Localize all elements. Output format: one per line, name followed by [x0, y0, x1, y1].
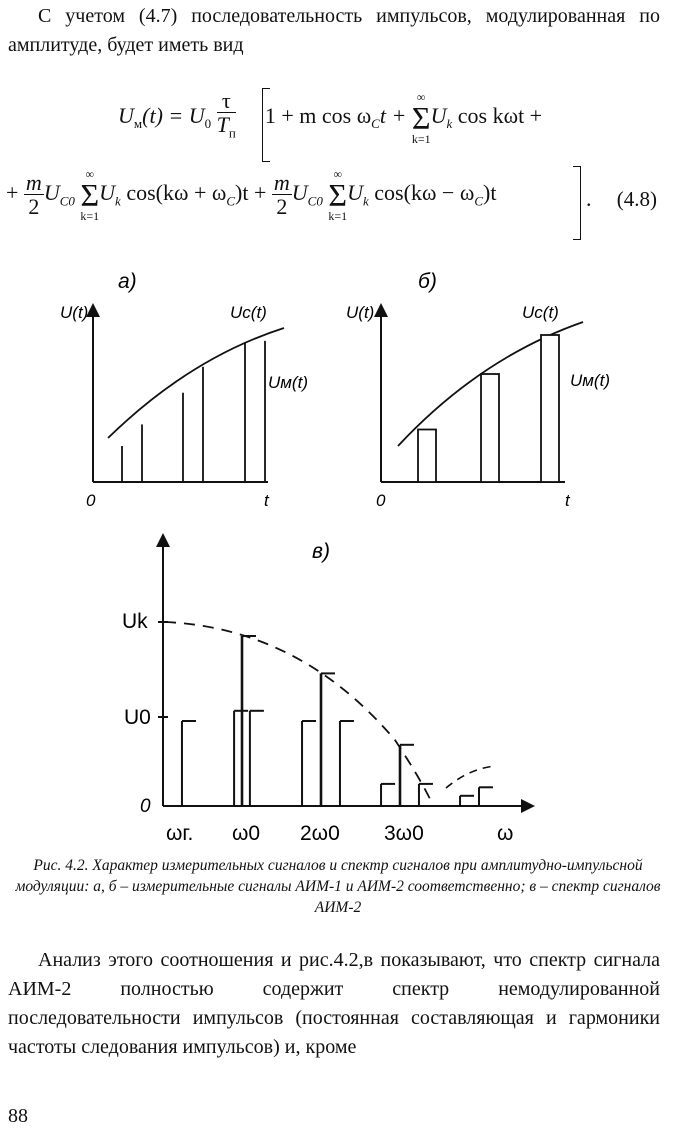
panel-a-label: а): [118, 270, 137, 293]
tau-over-tp-fraction: τ Tп: [216, 88, 236, 141]
panel-b-carrier-curve: [397, 321, 584, 447]
body-paragraph: Анализ этого соотношения и рис.4.2,в пок…: [8, 949, 660, 1058]
equation-number: (4.8): [616, 187, 657, 211]
page-number: 88: [8, 1105, 28, 1127]
panel-a-origin: 0: [86, 491, 96, 510]
panel-b-um-label: Uм(t): [570, 371, 610, 390]
panel-c: в) Uk U0 0 ωг. ω0 2ω0 3ω0 ω: [122, 533, 535, 845]
panel-c-origin: 0: [140, 796, 151, 817]
panel-b-y-label: U(t): [346, 303, 374, 322]
panel-a: а) U(t) Uc(t) Uм(t) 0 t: [60, 270, 308, 510]
panel-b-pulse-3: [540, 334, 560, 483]
panel-a-um-label: Uм(t): [268, 373, 308, 392]
panel-c-x-tick-3: 2ω0: [300, 822, 340, 845]
panel-c-uk-label: Uk: [122, 610, 148, 633]
intro-paragraph: С учетом (4.7) последовательность импуль…: [8, 5, 660, 56]
panel-a-carrier-curve: [107, 327, 285, 439]
panel-c-x-tick-4: 3ω0: [384, 822, 424, 845]
panel-c-x-tick-labels: ωг. ω0 2ω0 3ω0 ω: [166, 822, 513, 845]
panel-a-bars: [121, 340, 266, 482]
panel-a-uc-label: Uc(t): [230, 303, 267, 322]
panel-a-y-label: U(t): [60, 303, 88, 322]
panel-c-x-tick-1: ωг.: [166, 822, 193, 845]
right-bracket: [573, 166, 581, 240]
panel-c-label: в): [312, 540, 330, 563]
panel-b-label: б): [418, 270, 437, 293]
panel-a-t-label: t: [264, 491, 270, 510]
panel-c-envelope: [164, 621, 433, 804]
panel-c-envelope-tail: [445, 765, 497, 789]
equation-end-dot: .: [586, 186, 592, 211]
panel-b-bars: [417, 334, 560, 483]
figure-caption: Рис. 4.2. Характер измерительных сигнало…: [15, 857, 661, 916]
panel-c-x-tick-2: ω0: [232, 822, 260, 845]
panel-b-pulse-1: [417, 428, 437, 483]
left-bracket: [262, 88, 270, 162]
panel-b-origin: 0: [376, 491, 386, 510]
panel-b-pulse-2: [480, 373, 500, 483]
panel-b: б) U(t) Uc(t) Uм(t) 0 t: [346, 270, 610, 510]
figure-4-2: а) U(t) Uc(t) Uм(t) 0 t б) U(t) Uc(t) Uм…: [60, 270, 610, 845]
panel-b-uc-label: Uc(t): [522, 303, 559, 322]
panel-b-t-label: t: [565, 491, 571, 510]
panel-c-x-tick-5: ω: [497, 822, 513, 845]
panel-c-spectral-lines: [180, 635, 493, 806]
panel-c-u0-label: U0: [124, 706, 151, 729]
